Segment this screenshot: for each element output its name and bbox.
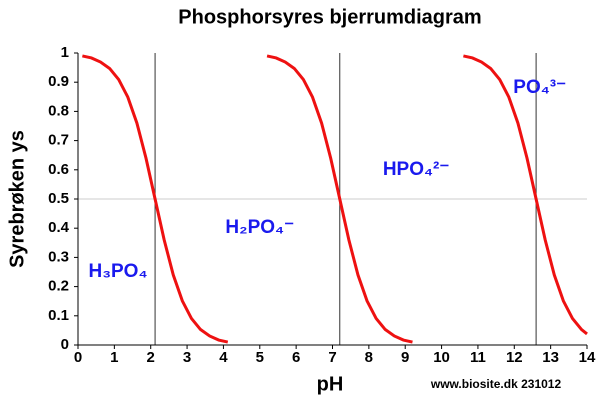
- species-label: H₂PO₄⁻: [225, 217, 294, 238]
- y-tick-label: 0.9: [48, 73, 69, 90]
- y-tick-label: 0.3: [48, 248, 69, 265]
- y-tick-label: 1: [61, 44, 69, 61]
- y-tick-label: 0.4: [48, 219, 70, 236]
- x-tick-label: 3: [183, 349, 191, 366]
- x-axis-label: pH: [317, 373, 344, 395]
- x-tick-label: 6: [292, 349, 300, 366]
- x-tick-label: 10: [433, 349, 450, 366]
- chart-title: Phosphorsyres bjerrumdiagram: [178, 6, 481, 28]
- y-tick-label: 0.6: [48, 161, 69, 178]
- x-tick-label: 5: [256, 349, 264, 366]
- x-tick-label: 13: [542, 349, 559, 366]
- y-tick-label: 0.1: [48, 307, 69, 324]
- x-tick-label: 9: [401, 349, 409, 366]
- curve: [82, 54, 229, 344]
- x-tick-label: 8: [365, 349, 373, 366]
- y-tick-label: 0.5: [48, 190, 69, 207]
- curve: [463, 54, 588, 336]
- y-tick-label: 0.8: [48, 102, 69, 119]
- y-axis-label: Syrebrøken ys: [6, 130, 28, 268]
- x-tick-label: 14: [579, 349, 596, 366]
- credit: www.biosite.dk 231012: [430, 377, 562, 391]
- y-tick-label: 0.2: [48, 278, 69, 295]
- x-tick-label: 4: [219, 349, 228, 366]
- x-tick-label: 1: [110, 349, 118, 366]
- y-tick-label: 0.7: [48, 132, 69, 149]
- x-tick-label: 12: [506, 349, 523, 366]
- x-tick-label: 2: [147, 349, 155, 366]
- y-tick-label: 0: [61, 336, 69, 353]
- species-label: H₃PO₄: [88, 261, 147, 282]
- x-tick-label: 0: [74, 349, 82, 366]
- x-tick-label: 7: [328, 349, 336, 366]
- species-label: PO₄³⁻: [513, 77, 566, 98]
- curve: [266, 54, 413, 344]
- species-label: HPO₄²⁻: [383, 159, 450, 180]
- x-tick-label: 11: [470, 349, 486, 366]
